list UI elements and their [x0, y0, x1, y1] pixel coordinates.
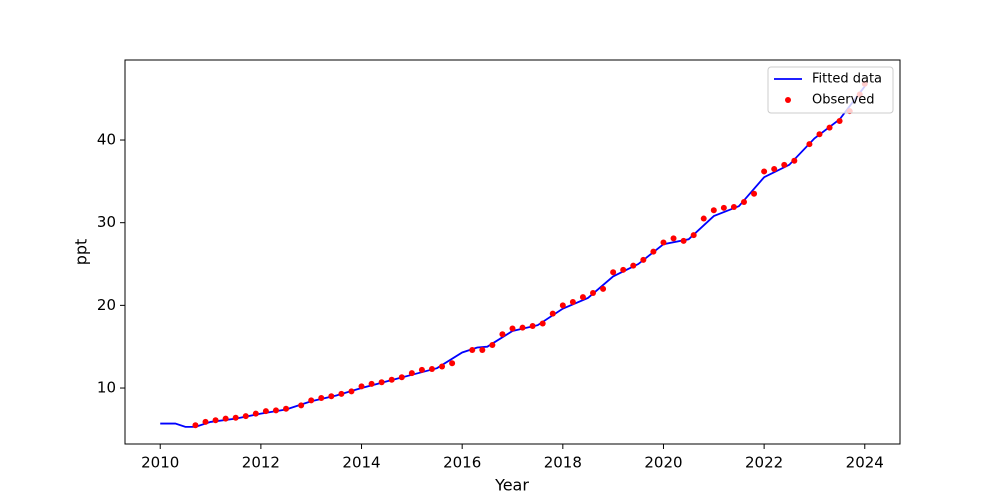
observed-point — [751, 190, 758, 197]
observed-point — [308, 397, 315, 404]
observed-point — [428, 366, 435, 373]
y-tick-label: 10 — [97, 379, 116, 397]
observed-point — [771, 165, 778, 172]
observed-point — [242, 413, 249, 420]
observed-point — [730, 203, 737, 210]
y-axis-label: ppt — [72, 239, 91, 266]
observed-point — [272, 407, 279, 414]
x-tick-label: 2014 — [342, 454, 380, 472]
legend-marker — [785, 97, 791, 103]
observed-point — [439, 363, 446, 370]
observed-point — [660, 239, 667, 246]
observed-point — [680, 237, 687, 244]
observed-point — [519, 324, 526, 331]
observed-point — [449, 360, 456, 367]
legend-label: Fitted data — [812, 72, 882, 87]
observed-point — [232, 414, 239, 421]
observed-point — [222, 415, 229, 422]
observed-point — [670, 235, 677, 242]
observed-point — [826, 124, 833, 131]
observed-point — [710, 207, 717, 214]
observed-point — [690, 232, 697, 239]
y-tick-label: 40 — [97, 131, 116, 149]
x-tick-label: 2022 — [745, 454, 783, 472]
observed-point — [610, 269, 617, 276]
axes-frame — [124, 59, 901, 445]
observed-point — [650, 248, 657, 255]
observed-point — [408, 370, 415, 377]
observed-point — [318, 394, 325, 401]
observed-point — [298, 402, 305, 409]
observed-point — [192, 422, 199, 429]
observed-point — [398, 374, 405, 381]
y-tick-label: 20 — [97, 296, 116, 314]
x-tick-label: 2016 — [443, 454, 481, 472]
observed-point — [630, 262, 637, 269]
observed-point — [791, 157, 798, 164]
observed-point — [816, 131, 823, 138]
observed-point — [469, 347, 476, 354]
observed-point — [509, 325, 516, 332]
observed-point — [378, 379, 385, 386]
observed-point — [559, 302, 566, 309]
observed-point — [262, 408, 269, 415]
observed-point — [700, 215, 707, 222]
observed-point — [806, 141, 813, 148]
observed-point — [529, 323, 536, 330]
x-tick-label: 2024 — [846, 454, 884, 472]
observed-point — [202, 418, 209, 425]
observed-point — [338, 390, 345, 397]
observed-point — [836, 118, 843, 125]
observed-point — [720, 204, 727, 211]
observed-point — [358, 383, 365, 390]
observed-point — [252, 410, 259, 417]
observed-point — [590, 289, 597, 296]
legend: Fitted data Observed — [767, 66, 894, 114]
observed-point — [388, 376, 395, 383]
observed-point — [368, 380, 375, 387]
observed-point — [328, 393, 335, 400]
observed-point — [600, 285, 607, 292]
observed-point — [620, 266, 627, 273]
observed-point — [283, 405, 290, 412]
x-tick-label: 2020 — [644, 454, 682, 472]
y-tick-label: 30 — [97, 213, 116, 231]
x-tick-label: 2012 — [242, 454, 280, 472]
observed-point — [418, 366, 425, 373]
observed-point — [212, 417, 219, 424]
observed-point — [640, 256, 647, 263]
observed-point — [579, 294, 586, 301]
observed-point — [499, 331, 506, 338]
observed-point — [781, 161, 788, 168]
x-tick-label: 2018 — [544, 454, 582, 472]
observed-point — [569, 299, 576, 306]
plot-area — [160, 80, 868, 429]
observed-point — [539, 320, 546, 327]
observed-point — [761, 168, 768, 175]
observed-point — [740, 199, 747, 206]
observed-point — [489, 342, 496, 349]
x-tick-label: 2010 — [141, 454, 179, 472]
x-axis-label: Year — [494, 476, 529, 495]
observed-point — [549, 310, 556, 317]
observed-point — [479, 347, 486, 354]
observed-point — [348, 388, 355, 395]
legend-label: Observed — [812, 93, 875, 108]
